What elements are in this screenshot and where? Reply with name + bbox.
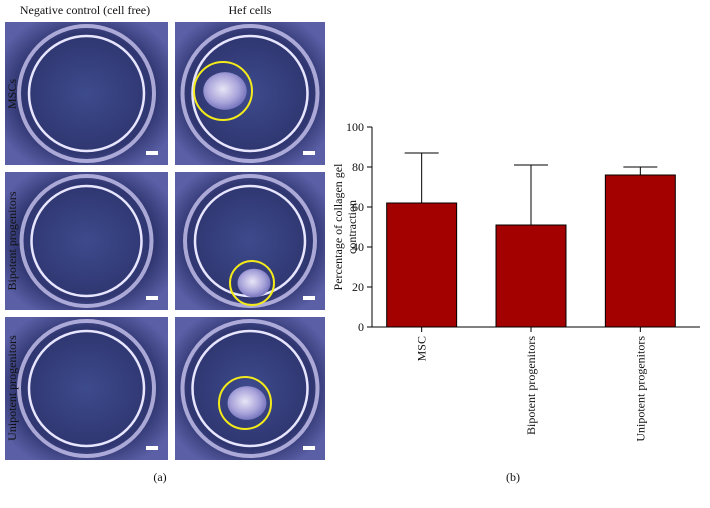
x-tick-label: MSC xyxy=(415,336,429,361)
dish-rim xyxy=(17,24,156,163)
dish-well xyxy=(30,184,143,298)
dish-well xyxy=(191,34,309,153)
y-tick-label: 0 xyxy=(358,320,364,334)
photo-grid xyxy=(5,22,325,460)
dish-rim xyxy=(183,174,317,308)
y-tick-label: 60 xyxy=(352,200,364,214)
photo xyxy=(5,172,168,310)
scale-bar xyxy=(146,296,158,300)
dish-rim xyxy=(180,319,320,458)
y-axis-label: Percentage of collagen gel xyxy=(331,163,345,291)
scale-bar xyxy=(303,296,315,300)
photo xyxy=(5,22,168,165)
caption: (b) xyxy=(506,470,520,484)
row-label: Unipotent progenitors xyxy=(5,335,19,441)
y-tick-label: 80 xyxy=(352,160,364,174)
bar xyxy=(604,174,676,328)
bar xyxy=(495,224,567,328)
dish-well xyxy=(27,34,146,153)
gel xyxy=(227,386,267,420)
column-header: Hef cells xyxy=(229,3,272,17)
scale-bar xyxy=(303,151,315,155)
dish-rim xyxy=(180,24,320,163)
caption: (a) xyxy=(153,470,166,484)
y-tick-label: 100 xyxy=(346,120,364,134)
highlight-circle xyxy=(218,376,272,430)
bar xyxy=(386,202,458,328)
highlight-circle xyxy=(193,61,253,121)
photo xyxy=(5,317,168,460)
gel xyxy=(203,72,247,110)
gel xyxy=(237,268,271,298)
y-axis-label: contraction xyxy=(345,200,359,254)
photo xyxy=(175,22,325,165)
dish-rim xyxy=(19,174,154,308)
x-tick-label: Unipotent progenitors xyxy=(633,336,647,442)
scale-bar xyxy=(146,151,158,155)
row-label: Bipotent progenitors xyxy=(5,191,19,290)
row-label: MSCs xyxy=(5,79,19,109)
x-tick-label: Bipotent progenitors xyxy=(524,336,538,435)
dish-rim xyxy=(17,319,156,458)
scale-bar xyxy=(303,446,315,450)
y-tick-label: 20 xyxy=(352,280,364,294)
dish-well xyxy=(191,329,309,448)
scale-bar xyxy=(146,446,158,450)
highlight-circle xyxy=(229,260,275,306)
y-tick-label: 40 xyxy=(352,240,364,254)
column-header: Negative control (cell free) xyxy=(20,3,150,17)
dish-well xyxy=(27,329,146,448)
